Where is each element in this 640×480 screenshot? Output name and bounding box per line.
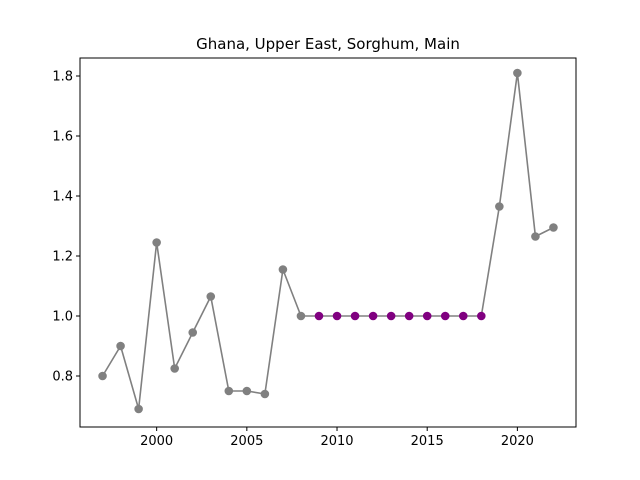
y-tick-label: 1.8 xyxy=(52,70,73,85)
highlighted-point xyxy=(350,311,360,321)
data-point xyxy=(495,202,504,211)
data-point xyxy=(278,265,288,274)
y-tick-label: 1.6 xyxy=(52,130,73,145)
highlighted-point xyxy=(332,311,342,321)
highlighted-point xyxy=(314,311,324,321)
axes-frame xyxy=(79,57,577,428)
y-tick-label: 1.2 xyxy=(52,250,73,265)
data-point xyxy=(170,364,179,373)
highlighted-point xyxy=(404,311,414,321)
x-tick-label: 2000 xyxy=(140,434,173,449)
series-line xyxy=(101,72,554,410)
plot-area: 2000 2005 2010 2015 2020 0.8 1.0 1.2 1.4 1.6 1.8 xyxy=(52,57,577,449)
y-tick-label: 0.8 xyxy=(52,370,73,385)
chart-title: Ghana, Upper East, Sorghum, Main xyxy=(196,35,460,53)
data-point xyxy=(531,232,540,241)
x-tick-label: 2005 xyxy=(230,434,263,449)
data-point xyxy=(188,328,198,337)
highlighted-point xyxy=(422,311,432,321)
data-point xyxy=(242,386,252,396)
highlighted-point xyxy=(477,311,486,321)
x-tick-label: 2010 xyxy=(320,434,353,449)
highlighted-point xyxy=(368,311,378,321)
data-point xyxy=(296,311,306,321)
highlighted-point xyxy=(386,311,396,321)
data-point xyxy=(224,386,234,396)
y-tick-label: 1.0 xyxy=(52,310,73,325)
data-point xyxy=(98,371,107,381)
highlighted-point xyxy=(440,311,450,321)
y-tick-label: 1.4 xyxy=(52,190,73,205)
x-tick-label: 2015 xyxy=(411,434,444,449)
data-point xyxy=(152,238,161,247)
data-point xyxy=(549,223,558,232)
data-point xyxy=(260,389,270,399)
data-point xyxy=(116,341,125,351)
x-tick-label: 2020 xyxy=(501,434,534,449)
data-point xyxy=(134,404,143,414)
data-point xyxy=(513,68,522,78)
highlighted-point xyxy=(458,311,468,321)
data-point xyxy=(206,292,216,301)
